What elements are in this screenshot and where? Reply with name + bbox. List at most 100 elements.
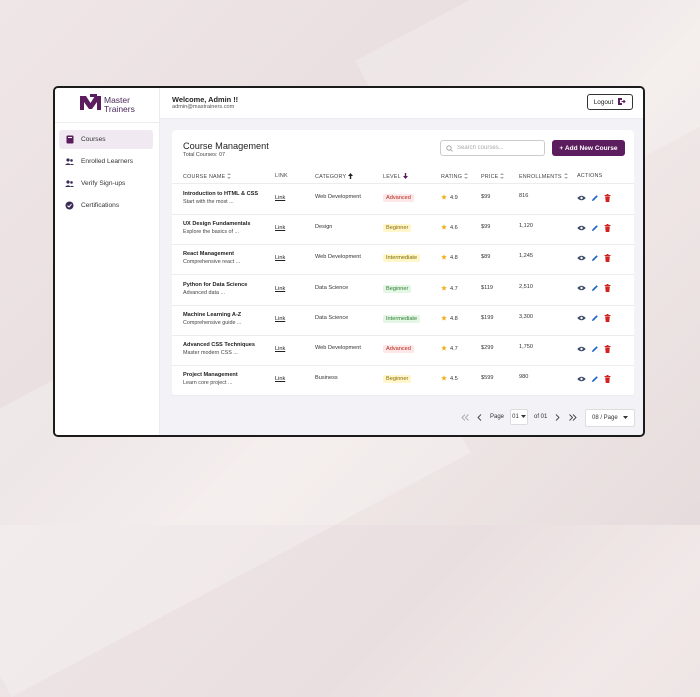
view-icon[interactable] — [577, 223, 586, 232]
course-link[interactable]: Link — [275, 376, 286, 383]
sidebar-item-verify-sign-ups[interactable]: Verify Sign-ups — [59, 174, 153, 193]
app-window: Master Trainers Courses Enrolled Learner… — [53, 86, 645, 437]
course-rating: 4.8 — [441, 254, 458, 262]
search-box[interactable] — [440, 140, 545, 156]
view-icon[interactable] — [577, 314, 586, 323]
course-price: $299 — [481, 345, 494, 351]
table-row: Introduction to HTML & CSS Start with the… — [172, 184, 634, 215]
course-link[interactable]: Link — [275, 285, 286, 292]
star-icon — [441, 375, 447, 383]
view-icon[interactable] — [577, 284, 586, 293]
view-icon[interactable] — [577, 193, 586, 202]
per-page-select[interactable]: 08 / Page — [585, 409, 635, 427]
search-icon — [446, 139, 453, 157]
user-email: admin@mastrainers.com — [172, 104, 235, 110]
course-card: Course Management Total Courses: 07 + Ad… — [172, 130, 634, 397]
course-desc: Start with the most ... — [183, 199, 234, 205]
star-icon — [441, 254, 447, 262]
search-input[interactable] — [457, 145, 537, 151]
course-link[interactable]: Link — [275, 195, 286, 201]
col-rating[interactable]: RATING — [441, 173, 469, 181]
main-content: Course Management Total Courses: 07 + Ad… — [160, 119, 643, 435]
col-category[interactable]: CATEGORY — [315, 173, 354, 181]
course-enrollments: 1,750 — [519, 344, 533, 350]
course-price: $119 — [481, 284, 494, 291]
sidebar-item-label: Certifications — [81, 202, 120, 209]
pagination: Page 01 of 01 — [460, 409, 577, 425]
delete-icon[interactable] — [603, 253, 612, 262]
course-desc: Explore the basics of ... — [183, 229, 240, 236]
course-name: Introduction to HTML & CSS — [183, 191, 259, 197]
row-actions — [577, 374, 612, 383]
star-icon — [441, 284, 447, 293]
edit-icon[interactable] — [590, 344, 599, 353]
course-rating: 4.5 — [441, 375, 458, 383]
sidebar-item-label: Courses — [81, 136, 106, 143]
table-row: Machine Learning A-Z Comprehensive guide … — [172, 305, 634, 336]
total-courses: Total Courses: 07 — [183, 152, 225, 158]
course-price: $89 — [481, 254, 491, 261]
logout-button[interactable]: Logout — [587, 94, 633, 110]
delete-icon[interactable] — [603, 374, 612, 383]
sort-icon — [500, 173, 505, 181]
prev-page-icon[interactable] — [475, 413, 484, 422]
edit-icon[interactable] — [590, 193, 599, 202]
level-badge: Beginner — [383, 284, 412, 293]
view-icon[interactable] — [577, 253, 586, 262]
row-actions — [577, 344, 612, 353]
course-link[interactable]: Link — [275, 225, 286, 232]
delete-icon[interactable] — [603, 284, 612, 293]
course-name: Python for Data Science — [183, 281, 248, 288]
course-link[interactable]: Link — [275, 346, 286, 352]
sidebar-item-courses[interactable]: Courses — [59, 130, 153, 149]
edit-icon[interactable] — [590, 314, 599, 323]
star-icon — [441, 194, 447, 202]
view-icon[interactable] — [577, 344, 586, 353]
course-desc: Advanced data ... — [183, 289, 225, 296]
sidebar-item-enrolled-learners[interactable]: Enrolled Learners — [59, 152, 153, 171]
row-actions — [577, 193, 612, 202]
course-rating: 4.7 — [441, 345, 458, 353]
col-course-name[interactable]: COURSE NAME — [183, 173, 232, 181]
first-page-icon[interactable] — [460, 413, 469, 422]
course-desc: Master modern CSS ... — [183, 350, 238, 356]
page-select[interactable]: 01 — [510, 409, 529, 425]
logout-label: Logout — [593, 98, 614, 106]
delete-icon[interactable] — [603, 344, 612, 353]
logo-mark-icon — [79, 94, 102, 111]
delete-icon[interactable] — [603, 314, 612, 323]
sidebar-item-label: Verify Sign-ups — [81, 180, 126, 187]
edit-icon[interactable] — [590, 374, 599, 383]
last-page-icon[interactable] — [568, 413, 577, 422]
level-badge: Beginner — [383, 375, 412, 384]
brand-logo[interactable]: Master Trainers — [79, 94, 135, 114]
view-icon[interactable] — [577, 374, 586, 383]
users-icon — [65, 157, 74, 166]
col-enrollments[interactable]: ENROLLMENTS — [519, 173, 568, 181]
table-row: UX Design Fundamentals Explore the basics… — [172, 214, 634, 246]
delete-icon[interactable] — [603, 193, 612, 202]
table-row: Advanced CSS Techniques Master modern CSS… — [172, 335, 634, 366]
course-rating: 4.7 — [441, 284, 458, 293]
course-link[interactable]: Link — [275, 315, 286, 322]
course-price: $199 — [481, 314, 494, 321]
course-enrollments: 1,120 — [519, 223, 533, 230]
edit-icon[interactable] — [590, 284, 599, 293]
rating-value: 4.8 — [450, 255, 458, 262]
welcome-text: Welcome, Admin !! — [172, 95, 239, 104]
brand-line-2: Trainers — [104, 104, 135, 114]
delete-icon[interactable] — [603, 223, 612, 232]
rating-value: 4.7 — [450, 346, 458, 352]
course-enrollments: 3,300 — [519, 313, 533, 320]
table-header: COURSE NAME LINK CATEGORY LEVEL RATING — [172, 169, 634, 184]
edit-icon[interactable] — [590, 223, 599, 232]
col-level[interactable]: LEVEL — [383, 173, 408, 181]
edit-icon[interactable] — [590, 253, 599, 262]
col-price[interactable]: PRICE — [481, 173, 505, 181]
course-link[interactable]: Link — [275, 255, 286, 262]
next-page-icon[interactable] — [553, 413, 562, 422]
level-badge: Beginner — [383, 224, 412, 233]
sidebar-item-certifications[interactable]: Certifications — [59, 196, 153, 215]
add-new-course-button[interactable]: + Add New Course — [552, 140, 625, 156]
caret-down-icon — [623, 415, 628, 421]
